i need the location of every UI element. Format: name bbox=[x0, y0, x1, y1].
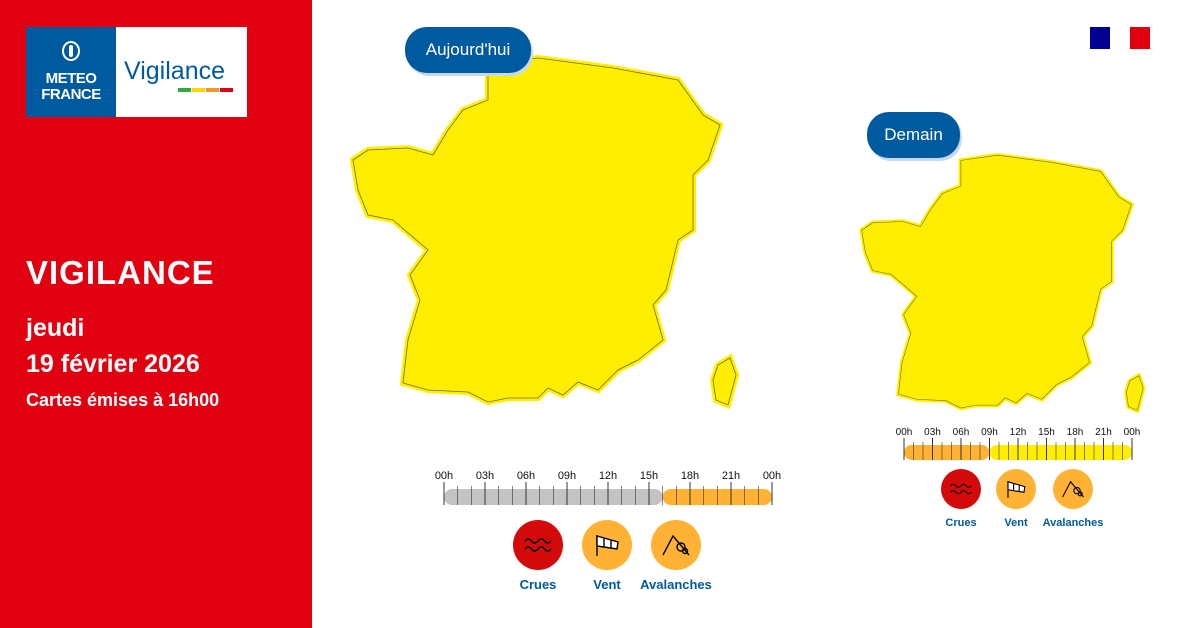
timeline-tick-label: 00h bbox=[1124, 427, 1141, 438]
avalanche-icon bbox=[1062, 480, 1084, 498]
today-map-outline bbox=[353, 58, 736, 405]
windsock-icon bbox=[1007, 481, 1026, 498]
tomorrow-legend: Crues Vent Avalanches bbox=[941, 469, 1103, 529]
legend-circle-red bbox=[513, 520, 563, 570]
legend-label: Crues bbox=[520, 577, 557, 592]
vigilance-bar-yellow bbox=[192, 88, 205, 92]
sidebar-panel: METEO FRANCE Vigilance VIGILANCE jeudi 1… bbox=[0, 0, 312, 628]
legend-item: Vent bbox=[996, 469, 1036, 529]
meteo-france-vigilance-logo: METEO FRANCE Vigilance bbox=[26, 27, 247, 117]
today-legend: Crues Vent Avalanches bbox=[513, 520, 712, 592]
flag-stripe-red bbox=[1130, 27, 1150, 49]
vigilance-bar-orange bbox=[206, 88, 219, 92]
timeline-segment-yellow bbox=[989, 445, 1132, 460]
timeline-tick-label: 03h bbox=[476, 470, 494, 482]
legend-item: Crues bbox=[941, 469, 981, 529]
timeline-tick-label: 12h bbox=[599, 470, 617, 482]
timeline-tick-label: 09h bbox=[981, 427, 998, 438]
tomorrow-timeline: 00h 03h 06h 09h 12h 15h 18h 21h 00h bbox=[896, 427, 1141, 460]
zone-orange-pyrenees bbox=[575, 400, 630, 405]
today-map bbox=[340, 40, 750, 450]
timeline-tick-label: 06h bbox=[953, 427, 970, 438]
republique-francaise-flag-icon bbox=[1090, 27, 1150, 49]
timeline-tick-label: 21h bbox=[722, 470, 740, 482]
today-label: Aujourd'hui bbox=[405, 27, 531, 73]
legend-item: Vent bbox=[582, 520, 632, 592]
today-timeline: 00h 03h 06h 09h 12h 15h 18h 21h 00h bbox=[435, 470, 781, 505]
flag-stripe-blue bbox=[1090, 27, 1110, 49]
vigilance-logo-text: Vigilance bbox=[124, 57, 226, 85]
legend-label: Vent bbox=[1004, 517, 1028, 529]
logo-france-text: FRANCE bbox=[41, 86, 101, 103]
legend-label: Crues bbox=[945, 517, 976, 529]
timeline-tick-label: 18h bbox=[1067, 427, 1084, 438]
meteo-france-logo: METEO FRANCE bbox=[26, 27, 116, 117]
timeline-tick-label: 18h bbox=[681, 470, 699, 482]
legend-item: Avalanches bbox=[640, 520, 712, 592]
legend-circle-orange bbox=[651, 520, 701, 570]
tomorrow-map-outline bbox=[862, 155, 1144, 410]
legend-circle-orange bbox=[1053, 469, 1093, 509]
legend-circle-red bbox=[941, 469, 981, 509]
legend-label: Avalanches bbox=[640, 577, 712, 592]
timeline-tick-label: 03h bbox=[924, 427, 941, 438]
avalanche-icon bbox=[662, 534, 690, 556]
timeline-segment-orange bbox=[904, 445, 990, 460]
timeline-tick-label: 06h bbox=[517, 470, 535, 482]
logo-meteo-text: METEO bbox=[45, 70, 97, 87]
vigilance-bar-green bbox=[178, 88, 191, 92]
vigilance-bar-red bbox=[220, 88, 233, 92]
timeline-tick-label: 00h bbox=[763, 470, 781, 482]
timeline-tick-label: 12h bbox=[1010, 427, 1027, 438]
timeline-tick-label: 21h bbox=[1095, 427, 1112, 438]
page-title: VIGILANCE bbox=[26, 254, 215, 291]
weekday: jeudi bbox=[26, 314, 85, 342]
zone-orange-alps bbox=[670, 270, 736, 360]
tomorrow-label: Demain bbox=[867, 112, 960, 158]
legend-label: Avalanches bbox=[1043, 517, 1104, 529]
legend-item: Avalanches bbox=[1043, 469, 1104, 529]
zone-green-south bbox=[625, 360, 705, 405]
waves-icon bbox=[950, 483, 972, 495]
timeline-tick-label: 09h bbox=[558, 470, 576, 482]
timeline-tick-label: 00h bbox=[896, 427, 913, 438]
issued-time: Cartes émises à 16h00 bbox=[26, 390, 220, 410]
legend-item: Crues bbox=[513, 520, 563, 592]
zone-green-east bbox=[735, 200, 736, 222]
timeline-tick-label: 15h bbox=[1038, 427, 1055, 438]
vigilance-logo: Vigilance bbox=[116, 27, 247, 117]
timeline-tick-label: 15h bbox=[640, 470, 658, 482]
date: 19 février 2026 bbox=[26, 350, 200, 378]
timeline-tick-label: 00h bbox=[435, 470, 453, 482]
meteo-france-emblem-icon bbox=[62, 41, 80, 61]
tomorrow-map bbox=[855, 142, 1143, 415]
waves-icon bbox=[524, 538, 552, 552]
legend-label: Vent bbox=[593, 577, 621, 592]
windsock-icon bbox=[596, 535, 619, 556]
flag-stripe-white bbox=[1110, 27, 1130, 49]
